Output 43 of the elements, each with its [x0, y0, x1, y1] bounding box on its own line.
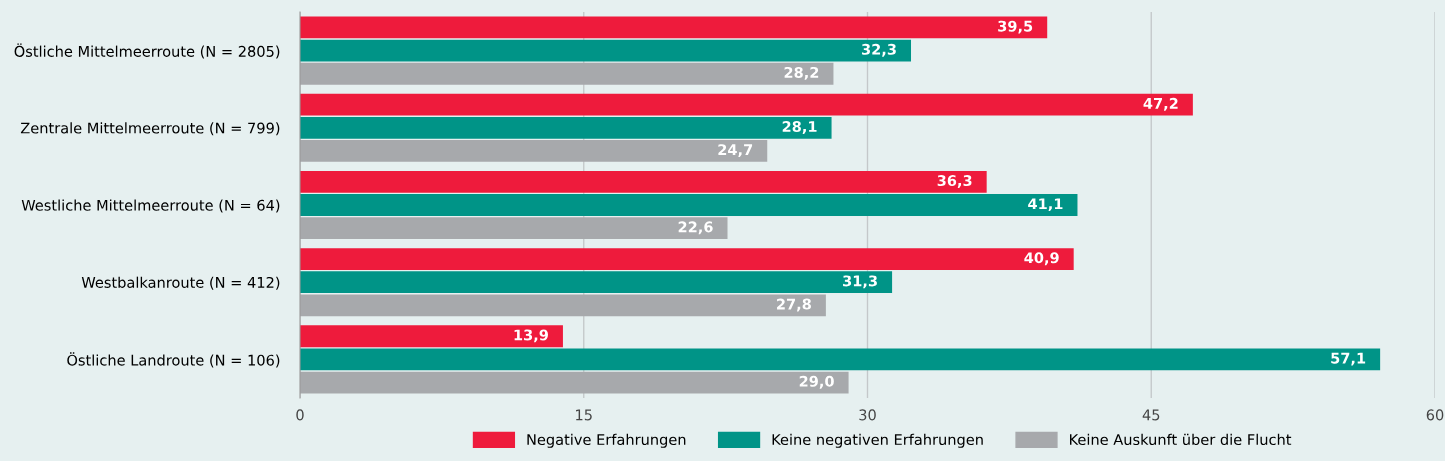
y-tick-label: Zentrale Mittelmeerroute (N = 799): [20, 122, 280, 136]
bar: [300, 217, 728, 240]
bar: [300, 348, 1381, 371]
data-label: 47,2: [1143, 97, 1178, 111]
bar: [300, 116, 832, 139]
bar: [300, 371, 849, 394]
data-label: 29,0: [799, 375, 834, 389]
data-label: 28,1: [782, 121, 817, 134]
bar: [300, 62, 834, 85]
data-label: 39,5: [998, 20, 1033, 34]
bar: [300, 170, 987, 193]
data-label: 36,3: [937, 175, 972, 188]
bar: [300, 271, 893, 294]
y-tick-label: Östliche Mittelmeerroute (N = 2805): [14, 43, 280, 59]
x-tick-label: 15: [576, 409, 592, 421]
bar: [300, 93, 1193, 116]
x-tick-label: 30: [859, 409, 876, 421]
data-label: 28,2: [784, 66, 819, 80]
legend-label: Keine negativen Erfahrungen: [772, 433, 983, 448]
data-label: 40,9: [1024, 252, 1059, 266]
data-label: 13,9: [514, 329, 548, 343]
data-label: 57,1: [1331, 352, 1366, 366]
bar: [300, 194, 1078, 216]
legend-label: Keine Auskunft über die Flucht: [1070, 433, 1292, 446]
data-label: 22,6: [678, 221, 713, 235]
data-label: 24,7: [718, 144, 753, 158]
y-tick-label: Westliche Mittelmeerroute (N = 64): [21, 199, 280, 213]
x-tick-label: 0: [296, 409, 304, 421]
x-tick-label: 45: [1142, 409, 1160, 421]
bar: [300, 294, 826, 317]
bar: [300, 248, 1074, 270]
legend-label: Negative Erfahrungen: [527, 433, 686, 448]
y-tick-label: Westbalkanroute (N = 412): [81, 276, 280, 290]
data-label: 32,3: [861, 43, 896, 57]
x-tick-label: 60: [1426, 409, 1444, 421]
y-tick-label: Östliche Landroute (N = 106): [67, 352, 280, 368]
bar: [300, 140, 768, 162]
bar: [300, 325, 563, 348]
data-label: 27,8: [777, 298, 811, 312]
bar: [300, 39, 912, 62]
bar: [300, 16, 1048, 39]
data-label: 31,3: [843, 275, 877, 289]
data-label: 41,1: [1028, 198, 1063, 212]
